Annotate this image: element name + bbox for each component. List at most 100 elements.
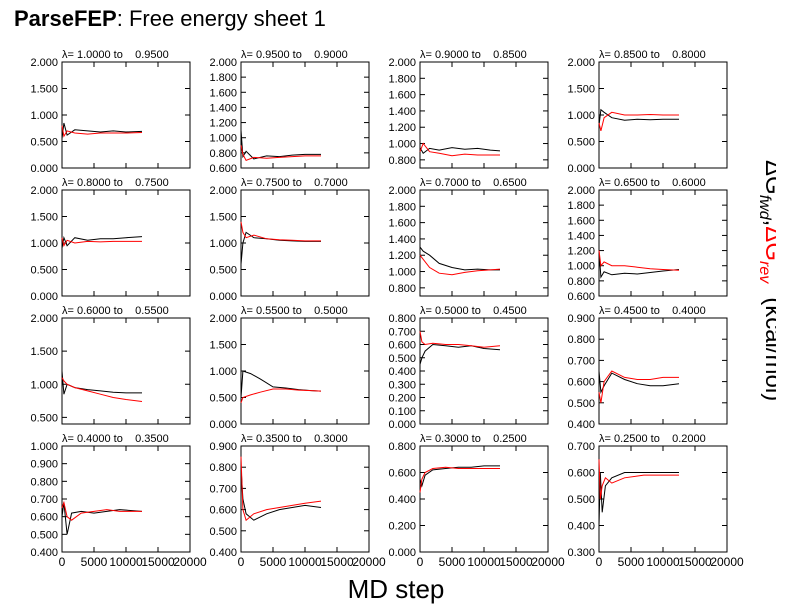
panel-frame xyxy=(61,189,191,297)
page-title: ParseFEP: Free energy sheet 1 xyxy=(14,6,326,32)
panel-frame xyxy=(240,61,370,169)
y-tick-label: 0.500 xyxy=(30,137,58,149)
y-tick-label: 2.000 xyxy=(388,57,416,69)
y-tick-label: 1.200 xyxy=(567,246,595,258)
y-tick-label: 0.700 xyxy=(567,441,595,453)
page-title-rest: : Free energy sheet 1 xyxy=(116,6,326,31)
y-tick-label: 1.800 xyxy=(388,73,416,85)
ylabel-fwd-sub: fwd xyxy=(756,195,773,221)
y-tick-label: 0.000 xyxy=(388,547,416,559)
y-tick-label: 1.800 xyxy=(567,200,595,212)
panel-1: λ= 1.0000 to 0.9500 0.000 0.500 1.000 1.500 2… xyxy=(30,49,191,175)
y-tick-label: 0.400 xyxy=(388,366,416,378)
series-rev-line xyxy=(61,125,143,138)
y-tick-label: 1.000 xyxy=(209,366,237,378)
y-tick-label: 1.000 xyxy=(30,379,58,391)
panel-title: λ= 0.9000 to 0.8500 xyxy=(420,49,527,61)
y-tick-label: 1.600 xyxy=(388,218,416,230)
panel-frame xyxy=(61,317,191,425)
x-tick-label: 20000 xyxy=(173,555,207,569)
panel-frame xyxy=(598,189,728,297)
y-tick-label: 0.500 xyxy=(30,529,58,541)
y-tick-label: 1.600 xyxy=(209,87,237,99)
panel-frame xyxy=(419,61,549,169)
y-tick-label: 1.000 xyxy=(30,441,58,453)
panel-10: λ= 0.5500 to 0.5000 0.000 0.500 1.000 1.500 2… xyxy=(209,305,370,431)
y-tick-label: 0.500 xyxy=(388,353,416,365)
panel-title: λ= 0.7000 to 0.6500 xyxy=(420,177,527,189)
y-tick-label: 1.000 xyxy=(567,110,595,122)
y-tick-label: 1.600 xyxy=(567,215,595,227)
panel-title: λ= 0.9500 to 0.9000 xyxy=(241,49,348,61)
panel-7: λ= 0.7000 to 0.6500 0.800 1.000 1.200 1.400 1… xyxy=(388,177,549,297)
ylabel-unit: (kcal/mol) xyxy=(760,297,776,401)
series-rev-line xyxy=(240,221,321,242)
y-tick-label: 1.000 xyxy=(209,238,237,250)
series-rev-line xyxy=(419,331,501,348)
y-tick-label: 1.400 xyxy=(388,234,416,246)
y-tick-label: 1.400 xyxy=(567,230,595,242)
y-tick-label: 0.200 xyxy=(388,393,416,405)
y-tick-label: 2.000 xyxy=(388,185,416,197)
y-tick-label: 0.300 xyxy=(388,379,416,391)
y-tick-label: 1.800 xyxy=(209,72,237,84)
x-tick-label: 0 xyxy=(238,555,245,569)
y-tick-label: 0.700 xyxy=(209,483,237,495)
panel-3: λ= 0.9000 to 0.8500 0.800 1.000 1.200 1.400 1… xyxy=(388,49,549,169)
y-tick-label: 1.500 xyxy=(567,84,595,96)
y-tick-label: 0.600 xyxy=(567,291,595,303)
y-tick-label: 0.600 xyxy=(209,505,237,517)
panel-4: λ= 0.8500 to 0.8000 0.000 0.500 1.000 1.500 2… xyxy=(567,49,728,175)
y-tick-label: 0.400 xyxy=(30,547,58,559)
y-tick-label: 1.000 xyxy=(567,261,595,273)
panel-title: λ= 0.6500 to 0.6000 xyxy=(599,177,706,189)
y-tick-label: 2.000 xyxy=(209,57,237,69)
series-rev-line xyxy=(61,500,142,521)
y-tick-label: 0.400 xyxy=(567,521,595,533)
panel-frame xyxy=(598,445,728,553)
series-fwd-line xyxy=(61,122,143,139)
panel-title: λ= 0.3500 to 0.3000 xyxy=(241,433,348,445)
y-tick-label: 0.700 xyxy=(388,326,416,338)
y-tick-label: 0.500 xyxy=(30,412,58,424)
y-tick-label: 0.500 xyxy=(209,393,237,405)
x-tick-label: 0 xyxy=(417,555,424,569)
series-fwd-line xyxy=(61,235,143,249)
panel-title: λ= 0.4500 to 0.4000 xyxy=(599,305,706,317)
x-tick-label: 5000 xyxy=(618,555,645,569)
y-tick-label: 0.400 xyxy=(388,494,416,506)
y-tick-label: 2.000 xyxy=(567,57,595,69)
y-tick-label: 0.100 xyxy=(388,406,416,418)
ylabel-rev-sub: rev xyxy=(756,261,773,284)
y-tick-label: 0.000 xyxy=(567,163,595,175)
x-tick-label: 0 xyxy=(596,555,603,569)
series-rev-line xyxy=(61,237,142,248)
y-tick-label: 0.000 xyxy=(209,419,237,431)
y-tick-label: 0.500 xyxy=(567,137,595,149)
x-tick-label: 20000 xyxy=(710,555,744,569)
y-tick-label: 1.500 xyxy=(209,212,237,224)
panel-6: λ= 0.7500 to 0.7000 0.000 0.500 1.000 1.500 2… xyxy=(209,177,370,303)
y-tick-label: 0.700 xyxy=(567,355,595,367)
y-tick-label: 0.500 xyxy=(209,265,237,277)
y-tick-label: 0.000 xyxy=(30,291,58,303)
series-fwd-line xyxy=(61,370,142,395)
y-tick-label: 0.500 xyxy=(209,526,237,538)
series-fwd-line xyxy=(419,147,501,155)
panel-9: λ= 0.6000 to 0.5500 0.500 1.000 1.500 2.000 xyxy=(30,305,191,425)
x-tick-label: 20000 xyxy=(352,555,386,569)
panel-title: λ= 0.2500 to 0.2000 xyxy=(599,433,706,445)
y-tick-label: 0.400 xyxy=(567,419,595,431)
series-rev-line xyxy=(240,456,322,522)
series-rev-line xyxy=(419,466,500,493)
panel-title: λ= 0.7500 to 0.7000 xyxy=(241,177,348,189)
series-fwd-line xyxy=(240,130,321,160)
y-axis-label: ΔGfwd,ΔGrev(kcal/mol) xyxy=(736,160,787,460)
series-fwd-line xyxy=(240,370,322,398)
y-tick-label: 2.000 xyxy=(30,57,58,69)
y-tick-label: 0.800 xyxy=(388,441,416,453)
x-tick-label: 10000 xyxy=(109,555,143,569)
y-tick-label: 0.000 xyxy=(30,163,58,175)
y-tick-label: 1.400 xyxy=(209,102,237,114)
y-tick-label: 0.900 xyxy=(30,459,58,471)
